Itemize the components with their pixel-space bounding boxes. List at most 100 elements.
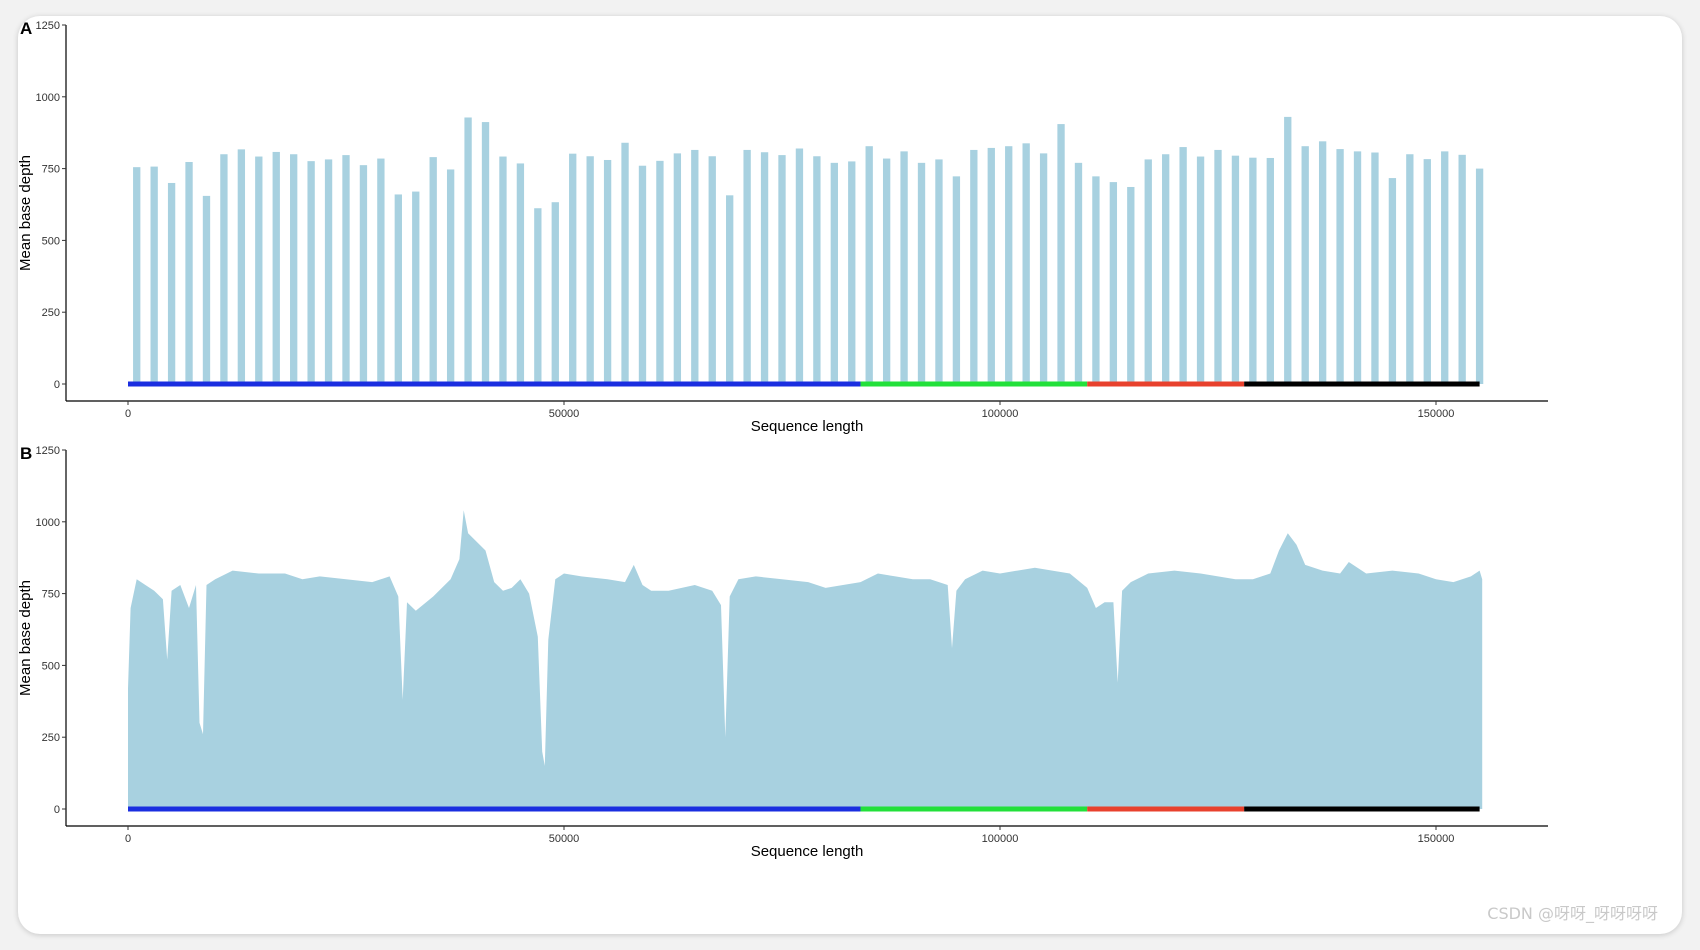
bar (760, 152, 769, 384)
bar (795, 148, 804, 384)
bar (848, 161, 856, 384)
y-tick-label: 0 (54, 804, 60, 816)
bar (429, 157, 437, 384)
y-tick-label: 1000 (36, 92, 60, 104)
bar (324, 159, 333, 384)
y-tick-label: 1250 (36, 445, 60, 457)
bar (1406, 154, 1414, 384)
bar (1092, 176, 1100, 384)
bar (167, 182, 176, 384)
bar (359, 165, 368, 384)
x-tick-label: 150000 (1418, 408, 1455, 420)
bar (255, 156, 263, 384)
x-axis-label: Sequence length (751, 843, 864, 860)
bar (865, 146, 873, 384)
bar (1022, 143, 1030, 384)
bar (534, 208, 542, 384)
bar (586, 156, 594, 384)
y-axis-label: Mean base depth (18, 580, 34, 696)
x-tick-label: 50000 (549, 833, 580, 845)
bar (1266, 157, 1274, 384)
bar (656, 160, 664, 384)
panel-label: B (20, 444, 32, 463)
panel-label: A (20, 19, 32, 38)
bar (446, 169, 455, 384)
bar (638, 165, 647, 384)
y-tick-label: 250 (42, 732, 60, 744)
bar (987, 147, 995, 384)
bar (917, 162, 926, 384)
bar (1318, 141, 1327, 384)
bar (1458, 154, 1466, 384)
bar (1284, 116, 1292, 385)
bar (1475, 168, 1484, 384)
bar (1301, 146, 1309, 384)
bar (307, 161, 315, 384)
bar (394, 194, 402, 384)
bar (1231, 155, 1240, 384)
bar (1249, 157, 1257, 384)
bar (778, 155, 786, 384)
bar (516, 163, 525, 384)
x-tick-label: 0 (125, 833, 131, 845)
panel-b: B 0 250 500 750 1000 1250 0 50000 100000 150000 Seq… (18, 444, 1548, 860)
bar (342, 155, 350, 384)
bar (1127, 186, 1135, 384)
bar (1179, 147, 1187, 384)
watermark: CSDN @呀呀_呀呀呀呀 (1487, 904, 1658, 923)
bar (220, 154, 228, 384)
bar (133, 167, 141, 384)
y-axis-label: Mean base depth (18, 155, 34, 271)
y-tick-label: 750 (42, 164, 60, 176)
y-tick-label: 0 (54, 379, 60, 391)
bar (743, 149, 751, 384)
y-tick-label: 1000 (36, 517, 60, 529)
bar (1196, 156, 1205, 384)
y-tick-label: 250 (42, 307, 60, 319)
y-tick-label: 750 (42, 589, 60, 601)
x-tick-label: 0 (125, 408, 131, 420)
bar (1353, 151, 1362, 384)
bar (621, 142, 629, 384)
bar (237, 149, 246, 384)
bar (1162, 154, 1170, 384)
bar (377, 158, 385, 384)
bar (1057, 124, 1065, 385)
bar (830, 162, 838, 384)
bar (952, 176, 961, 384)
bar (290, 154, 298, 384)
bar (813, 156, 821, 384)
bar (412, 191, 420, 384)
x-tick-label: 150000 (1418, 833, 1455, 845)
y-tick-label: 1250 (36, 20, 60, 32)
bar (1005, 146, 1013, 384)
bar (882, 158, 891, 384)
bar (569, 153, 577, 384)
bar (1371, 152, 1379, 384)
bar (1109, 182, 1118, 384)
bar (1441, 151, 1449, 384)
bar (726, 195, 734, 384)
bar (900, 151, 908, 384)
bar (673, 153, 682, 384)
bar (1074, 162, 1083, 384)
depth-area (128, 510, 1483, 809)
x-tick-label: 100000 (982, 833, 1019, 845)
bar (1214, 149, 1222, 384)
bar (691, 149, 699, 384)
bar (1336, 149, 1344, 384)
bar (464, 117, 472, 385)
bar (499, 156, 507, 384)
y-tick-label: 500 (42, 660, 60, 672)
bar (272, 151, 280, 384)
bar (1423, 159, 1431, 384)
panel-a: A 0 250 500 750 1000 1250 0 50000 100000 150000 Seq… (18, 19, 1548, 435)
bar (603, 159, 612, 384)
bar (481, 122, 490, 384)
bar (935, 159, 943, 384)
bar (150, 166, 158, 384)
y-tick-label: 500 (42, 235, 60, 247)
x-axis-label: Sequence length (751, 418, 864, 435)
x-tick-label: 100000 (982, 408, 1019, 420)
